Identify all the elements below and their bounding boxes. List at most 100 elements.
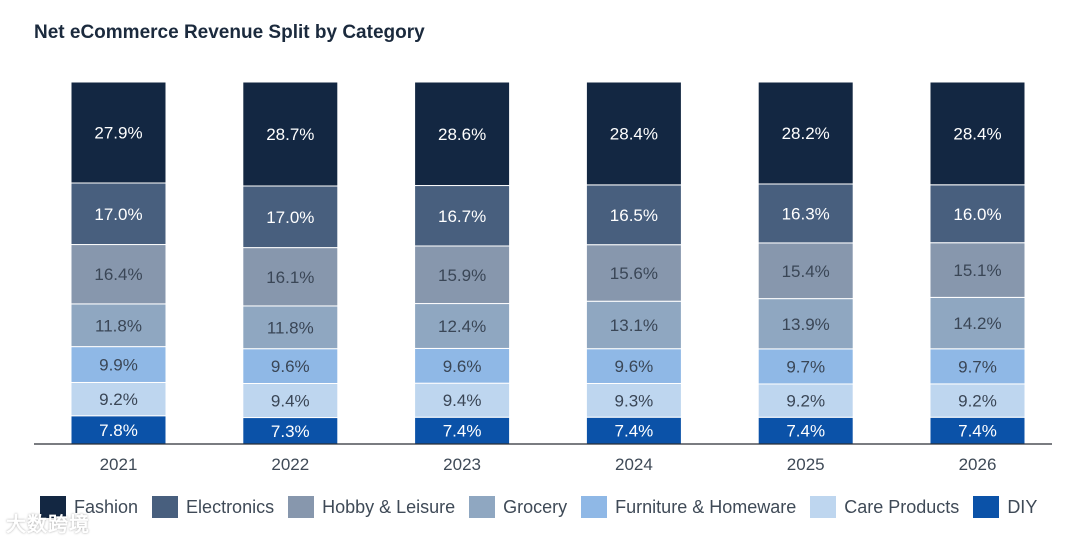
data-label: 12.4%: [438, 317, 486, 336]
legend-swatch: [469, 496, 496, 518]
bar-segment[interactable]: [242, 348, 339, 384]
bar-segment[interactable]: [929, 296, 1026, 350]
x-tick-label: 2021: [100, 455, 138, 474]
bar-segment[interactable]: [70, 182, 167, 246]
x-tick-label: 2025: [787, 455, 825, 474]
data-label: 9.7%: [786, 357, 825, 376]
x-axis-ticks: 2021 2022 2023 2024 2025 2026: [100, 455, 997, 474]
bar-segment[interactable]: [414, 185, 511, 247]
bar-segment[interactable]: [70, 303, 167, 348]
data-label: 14.2%: [953, 314, 1001, 333]
bar-segment[interactable]: [757, 383, 854, 418]
bar-segment[interactable]: [414, 347, 511, 384]
legend-label: Hobby & Leisure: [322, 496, 456, 517]
data-label: 16.4%: [94, 265, 142, 284]
x-tick-label: 2024: [615, 455, 653, 474]
legend-item[interactable]: Electronics: [152, 496, 274, 518]
bar-segment[interactable]: [585, 184, 682, 246]
data-label: 9.7%: [958, 357, 997, 376]
data-label: 9.4%: [271, 392, 310, 411]
data-label: 28.4%: [953, 124, 1001, 143]
data-label: 15.6%: [610, 264, 658, 283]
bar-segment[interactable]: [242, 417, 339, 445]
data-label: 28.2%: [782, 124, 830, 143]
legend-swatch: [810, 496, 837, 518]
data-label: 7.8%: [99, 421, 138, 440]
legend-swatch: [973, 496, 1000, 518]
legend: Fashion Electronics Hobby & Leisure Grocery…: [40, 496, 1051, 518]
bar-segment[interactable]: [585, 382, 682, 418]
bar-segment[interactable]: [757, 348, 854, 385]
bar-segment[interactable]: [929, 348, 1026, 385]
data-label: 13.1%: [610, 316, 658, 335]
bar-segment[interactable]: [929, 81, 1026, 186]
data-label: 7.4%: [786, 422, 825, 441]
bar-segment[interactable]: [70, 346, 167, 383]
data-label: 15.1%: [953, 261, 1001, 280]
data-label: 9.6%: [615, 357, 654, 376]
legend-swatch: [40, 496, 66, 518]
legend-label: Care Products: [844, 496, 960, 517]
data-label: 11.8%: [267, 318, 314, 337]
bar-segment[interactable]: [242, 305, 339, 350]
data-label: 9.6%: [271, 357, 310, 376]
data-label: 17.0%: [266, 208, 314, 227]
legend-label: Electronics: [186, 496, 275, 517]
x-tick-label: 2022: [271, 455, 309, 474]
data-label: 16.0%: [953, 205, 1001, 224]
bar-segment[interactable]: [414, 81, 511, 187]
bar-segment[interactable]: [757, 416, 854, 445]
data-label: 28.4%: [610, 124, 658, 143]
x-tick-label: 2023: [443, 455, 481, 474]
legend-label: Grocery: [503, 496, 568, 517]
bar-segment[interactable]: [414, 416, 511, 445]
data-label: 15.4%: [782, 262, 830, 281]
data-label: 7.4%: [443, 422, 482, 441]
bar-segment[interactable]: [929, 184, 1026, 244]
bar-segment[interactable]: [757, 298, 854, 350]
data-label: 16.3%: [782, 204, 830, 223]
data-label: 28.7%: [266, 125, 314, 144]
bar-segment[interactable]: [585, 81, 682, 186]
legend-item[interactable]: Fashion: [40, 496, 138, 518]
data-label: 7.3%: [271, 422, 310, 441]
bar-segment[interactable]: [929, 242, 1026, 298]
bar-segment[interactable]: [585, 348, 682, 384]
data-label: 16.7%: [438, 207, 486, 226]
data-label: 16.5%: [610, 206, 658, 225]
bar-segment[interactable]: [242, 247, 339, 307]
data-label: 7.4%: [615, 422, 654, 441]
data-label: 9.4%: [443, 391, 482, 410]
bar-segment[interactable]: [242, 185, 339, 249]
bar-segment[interactable]: [414, 382, 511, 418]
legend-item[interactable]: Grocery: [469, 496, 567, 518]
bar-segment[interactable]: [757, 81, 854, 185]
bar-segment[interactable]: [242, 81, 339, 187]
data-label: 11.8%: [95, 316, 142, 335]
legend-swatch: [581, 496, 608, 518]
legend-item[interactable]: DIY: [973, 496, 1037, 518]
data-label: 17.0%: [94, 205, 142, 224]
bar-segment[interactable]: [70, 415, 167, 445]
bar-segment[interactable]: [414, 303, 511, 349]
data-label: 15.9%: [438, 266, 486, 285]
bar-segment[interactable]: [70, 81, 167, 184]
bar-segment[interactable]: [585, 244, 682, 302]
bar-segment[interactable]: [242, 382, 339, 419]
data-label: 28.6%: [438, 125, 486, 144]
legend-item[interactable]: Furniture & Homeware: [581, 496, 796, 518]
chart-title: Net eCommerce Revenue Split by Category: [34, 22, 425, 43]
data-label: 9.2%: [99, 390, 138, 409]
data-label: 16.1%: [266, 268, 314, 287]
bar-segment[interactable]: [585, 416, 682, 445]
bar-segment[interactable]: [757, 242, 854, 300]
x-tick-label: 2026: [959, 455, 997, 474]
legend-item[interactable]: Hobby & Leisure: [288, 496, 455, 518]
data-label: 27.9%: [94, 123, 142, 142]
legend-label: DIY: [1007, 496, 1038, 517]
bar-segment[interactable]: [70, 381, 167, 417]
legend-item[interactable]: Care Products: [810, 496, 959, 518]
data-label: 9.6%: [443, 357, 482, 376]
bar-segment[interactable]: [929, 416, 1026, 445]
data-label: 9.3%: [615, 391, 654, 410]
